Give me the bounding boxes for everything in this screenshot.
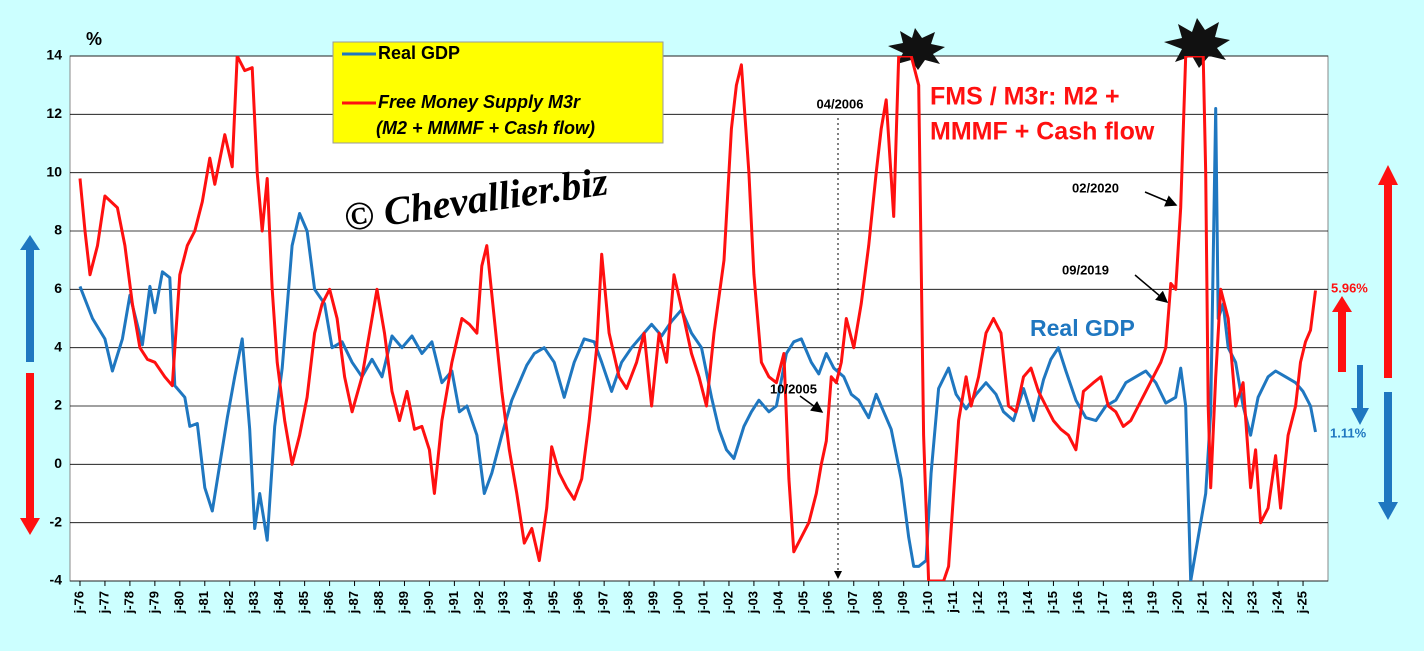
x-tick-label: j-87: [346, 591, 361, 614]
burst: [888, 28, 945, 70]
end-label: 5.96%: [1331, 280, 1368, 295]
y-tick-label: -2: [50, 513, 63, 529]
x-tick-label: j-20: [1170, 591, 1185, 614]
x-tick-label: j-23: [1245, 591, 1260, 614]
x-tick-label: j-89: [396, 591, 411, 614]
annotation: 09/2019: [1062, 262, 1109, 277]
burst: [1164, 18, 1230, 68]
x-tick-label: j-25: [1294, 591, 1309, 614]
annotation: 02/2020: [1072, 180, 1119, 195]
y-tick-label: 0: [54, 455, 62, 471]
x-tick-label: j-98: [621, 591, 636, 614]
x-tick-label: j-14: [1020, 590, 1035, 614]
x-tick-label: j-83: [246, 591, 261, 614]
x-tick-label: j-21: [1195, 591, 1210, 614]
annotation: FMS / M3r: M2 +: [930, 83, 1120, 111]
annotation-arrow: [1134, 274, 1169, 303]
x-tick-label: j-03: [745, 591, 760, 614]
x-tick-label: j-79: [146, 591, 161, 614]
annotation-arrow: [1144, 191, 1178, 207]
x-tick-label: j-04: [770, 590, 785, 614]
x-tick-label: j-18: [1120, 591, 1135, 614]
x-tick-label: j-82: [221, 591, 236, 614]
x-tick-label: j-11: [945, 591, 960, 614]
x-tick-label: j-81: [196, 591, 211, 614]
end-label: 1.11%: [1330, 425, 1367, 440]
y-unit: %: [86, 29, 102, 49]
x-tick-label: j-84: [271, 590, 286, 614]
x-tick-label: j-88: [371, 591, 386, 614]
side-arrow: [1332, 296, 1352, 372]
x-tick-label: j-78: [121, 591, 136, 614]
legend: Real GDP Free Money Supply M3r (M2 + MMM…: [332, 41, 664, 144]
y-tick-label: 4: [54, 338, 62, 354]
y-tick-label: 8: [54, 222, 62, 238]
x-tick-label: j-00: [670, 591, 685, 614]
series-line: [78, 56, 1317, 581]
x-tick-label: j-13: [995, 591, 1010, 614]
y-tick-label: 14: [46, 47, 62, 63]
x-tick-label: j-06: [820, 591, 835, 614]
x-tick-label: j-95: [546, 591, 561, 614]
x-tick-label: j-80: [171, 591, 186, 614]
x-tick-label: j-93: [496, 591, 511, 614]
x-tick-label: j-99: [646, 591, 661, 614]
x-tick-label: j-97: [596, 591, 611, 614]
x-tick-label: j-10: [920, 591, 935, 614]
x-tick-label: j-02: [720, 591, 735, 614]
x-tick-label: j-76: [71, 591, 86, 614]
x-tick-label: j-01: [695, 591, 710, 614]
x-tick-label: j-91: [446, 591, 461, 614]
y-tick-label: 6: [54, 280, 62, 296]
side-arrow: [1351, 365, 1369, 425]
x-tick-label: j-22: [1220, 591, 1235, 614]
side-arrow: [20, 373, 40, 535]
x-tick-label: j-12: [970, 591, 985, 614]
annotation: 10/2005: [770, 381, 817, 396]
series-line: [78, 107, 1317, 581]
legend-label: Free Money Supply M3r: [378, 92, 581, 112]
x-tick-label: j-90: [421, 591, 436, 614]
x-tick-label: j-77: [96, 591, 111, 614]
x-tick-label: j-05: [795, 591, 810, 614]
legend-note: (M2 + MMMF + Cash flow): [376, 118, 595, 138]
x-tick-label: j-08: [870, 591, 885, 614]
x-tick-label: j-94: [521, 590, 536, 614]
x-tick-label: j-85: [296, 591, 311, 614]
x-tick-label: j-96: [571, 591, 586, 614]
side-arrow: [20, 235, 40, 362]
legend-label: Real GDP: [378, 43, 460, 63]
plot-area: [69, 55, 1329, 582]
annotation: MMMF + Cash flow: [930, 118, 1155, 146]
x-tick-label: j-17: [1095, 591, 1110, 614]
x-tick-label: j-19: [1145, 591, 1160, 614]
side-arrow: [1378, 392, 1398, 520]
annotation: Real GDP: [1030, 315, 1135, 341]
x-tick-label: j-92: [471, 591, 486, 614]
y-tick-label: 12: [46, 105, 62, 121]
y-tick-label: 2: [54, 397, 62, 413]
annotation: 04/2006: [817, 96, 864, 111]
x-tick-label: j-24: [1270, 590, 1285, 614]
legend-box: [332, 41, 664, 144]
x-tick-label: j-09: [895, 591, 910, 614]
x-tick-label: j-86: [321, 591, 336, 614]
side-arrow: [1378, 165, 1398, 378]
annotation-arrow: [799, 395, 824, 413]
y-tick-label: -4: [50, 572, 63, 588]
x-tick-label: j-07: [845, 591, 860, 614]
x-tick-label: j-16: [1070, 591, 1085, 614]
y-tick-label: 10: [46, 163, 62, 179]
x-tick-label: j-15: [1045, 591, 1060, 614]
